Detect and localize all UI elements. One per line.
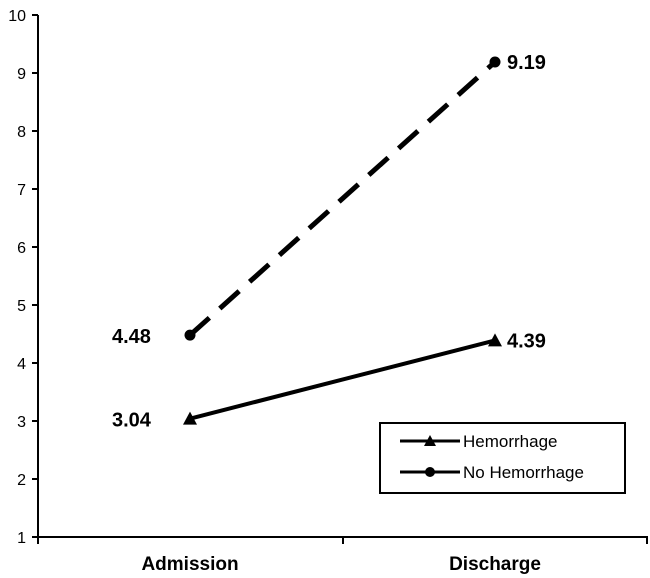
- x-category-label-discharge: Discharge: [449, 554, 541, 575]
- data-label-no-hemorrhage-1: 9.19: [507, 52, 546, 74]
- point-hemorrhage-1: [488, 333, 502, 347]
- legend-label-hemorrhage: Hemorrhage: [463, 432, 558, 451]
- point-hemorrhage-0: [183, 411, 197, 425]
- y-tick-label-2: 2: [17, 472, 26, 489]
- legend: Hemorrhage No Hemorrhage: [379, 422, 626, 494]
- legend-box: [379, 422, 626, 494]
- point-no-hemorrhage-1: [489, 56, 501, 68]
- series-line-hemorrhage: [189, 338, 496, 421]
- y-tick-label-3: 3: [17, 414, 26, 431]
- data-label-no-hemorrhage-0: 4.48: [112, 326, 151, 348]
- x-category-label-admission: Admission: [141, 554, 238, 575]
- y-tick-label-7: 7: [17, 182, 26, 199]
- y-tick-label-8: 8: [17, 124, 26, 141]
- y-tick-label-6: 6: [17, 240, 26, 257]
- data-labels: 3.04 4.39 4.48 9.19: [112, 52, 546, 432]
- legend-label-no-hemorrhage: No Hemorrhage: [463, 463, 584, 482]
- point-no-hemorrhage-0: [184, 329, 196, 341]
- y-tick-label-1: 1: [17, 530, 26, 547]
- y-tick-label-10: 10: [8, 8, 26, 25]
- legend-marker-hemorrhage: [424, 435, 436, 446]
- series-line-no-hemorrhage: [188, 60, 497, 338]
- legend-marker-no-hemorrhage: [425, 467, 435, 477]
- y-tick-label-4: 4: [17, 356, 26, 373]
- data-label-hemorrhage-0: 3.04: [112, 410, 152, 432]
- y-tick-label-5: 5: [17, 298, 26, 315]
- data-label-hemorrhage-1: 4.39: [507, 330, 546, 352]
- y-tick-label-9: 9: [17, 66, 26, 83]
- axes: 1 2 3 4 5 6 7 8 9 10 Admission Discharge: [8, 8, 648, 575]
- series-lines: [183, 56, 502, 425]
